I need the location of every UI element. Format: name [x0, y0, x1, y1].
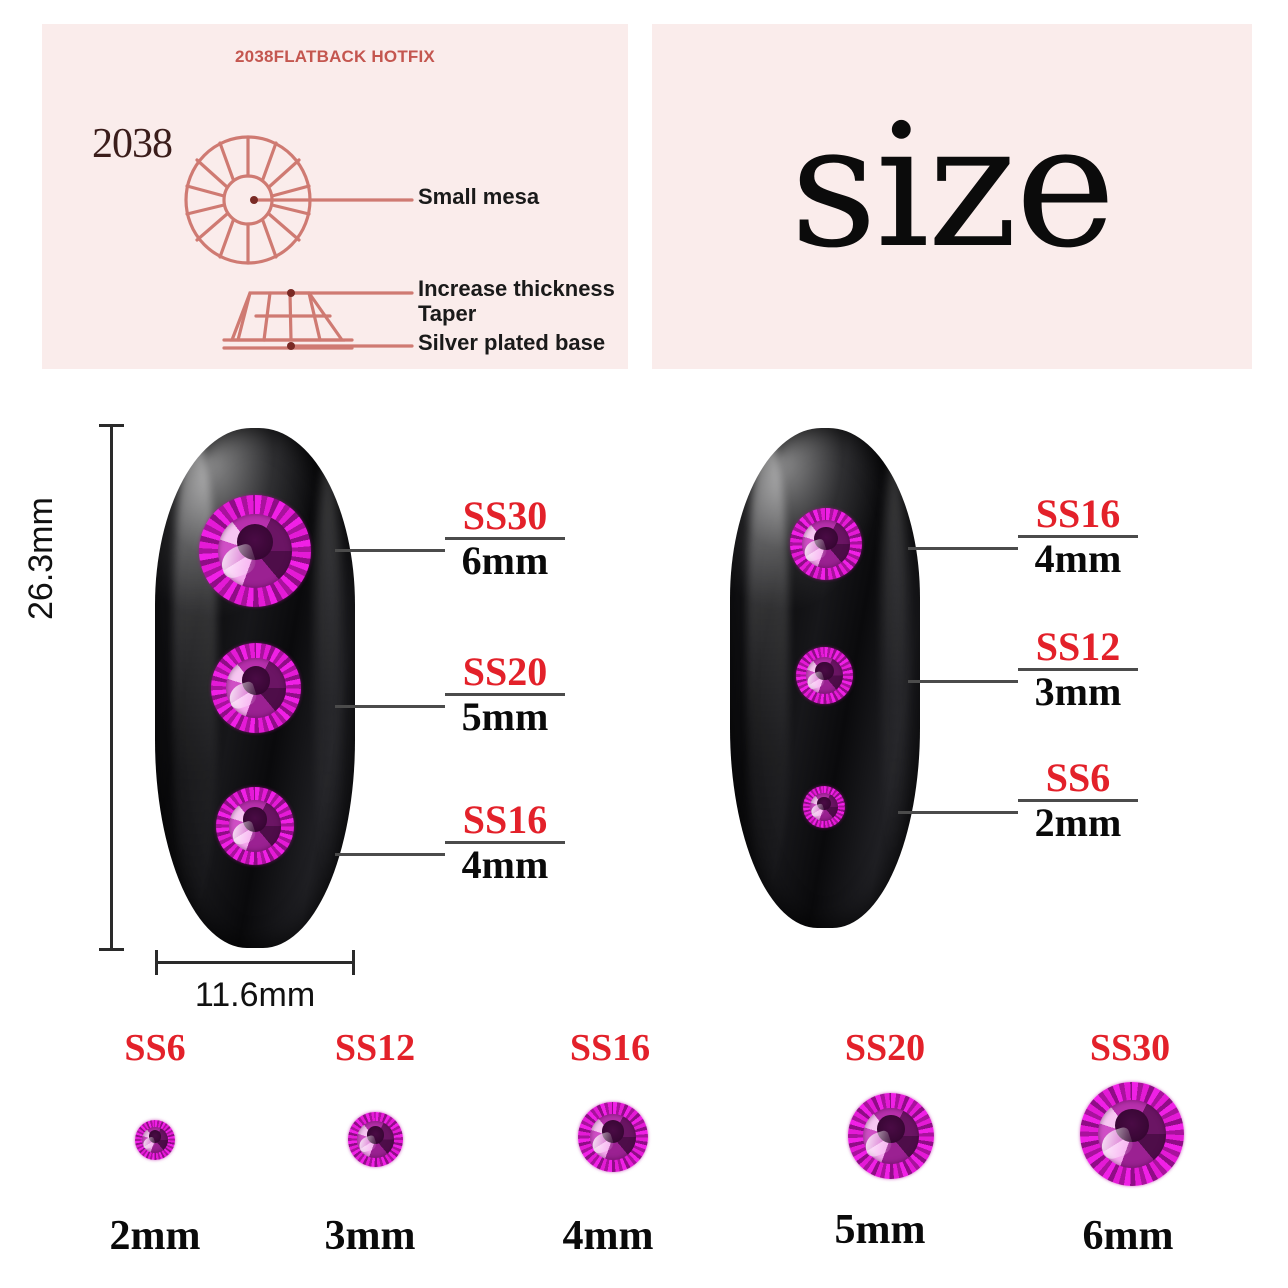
mm-value: 4mm — [1034, 535, 1122, 581]
label-rule — [445, 536, 565, 540]
label-rule — [1018, 667, 1138, 671]
flatback-technical-drawing — [184, 135, 414, 350]
callout-increase-thickness-label: Increase thickness — [418, 276, 615, 301]
page-title: size — [790, 88, 1116, 286]
nail-edge-highlight — [315, 459, 341, 907]
ss-code: SS6 — [1045, 755, 1111, 800]
gallery-stone-2 — [578, 1102, 648, 1172]
stone-left-ss20 — [211, 643, 301, 733]
dimension-line-width — [155, 950, 355, 975]
size-label-right-ss16: SS16 4mm — [1018, 491, 1138, 581]
label-rule — [445, 840, 565, 844]
stone-right-ss6 — [803, 786, 845, 828]
label-rule — [445, 692, 565, 696]
stone-right-ss16 — [790, 508, 862, 580]
leader-line-right-ss16 — [908, 547, 1018, 550]
gallery-mm-label-4: 6mm — [1082, 1213, 1174, 1259]
stone-right-ss12 — [796, 647, 853, 704]
label-rule — [1018, 534, 1138, 538]
stone-left-ss30 — [199, 495, 311, 607]
leader-line-right-ss6 — [898, 811, 1018, 814]
size-label-left-ss20: SS20 5mm — [445, 649, 565, 739]
callout-small-mesa-label: Small mesa — [418, 184, 540, 209]
size-label-right-ss6: SS6 2mm — [1018, 755, 1138, 845]
nail-gloss-highlight — [173, 438, 217, 917]
diagram-title: 2038FLATBACK HOTFIX — [235, 47, 435, 66]
size-label-right-ss12: SS12 3mm — [1018, 624, 1138, 714]
leader-dots — [250, 196, 295, 350]
gallery-ss-label-3: SS20 — [844, 1027, 926, 1069]
mm-value: 6mm — [461, 537, 549, 583]
gallery-stone-1 — [348, 1112, 403, 1167]
label-rule — [1018, 798, 1138, 802]
gallery-ss-label-4: SS30 — [1089, 1027, 1171, 1069]
dimension-line-height — [99, 424, 124, 951]
callout-taper-label: Taper — [418, 301, 477, 326]
size-heading-panel: size — [652, 24, 1252, 369]
mm-value: 2mm — [1034, 799, 1122, 845]
gallery-ss-label-0: SS6 — [124, 1027, 186, 1069]
gallery-mm-label-1: 3mm — [324, 1213, 416, 1259]
mm-value: 5mm — [461, 693, 549, 739]
ss-code: SS20 — [462, 649, 548, 694]
size-label-left-ss30: SS30 6mm — [445, 493, 565, 583]
leader-line-right-ss12 — [908, 680, 1018, 683]
leader-line-left-ss20 — [335, 705, 445, 708]
nail-edge-highlight — [882, 458, 907, 888]
dimension-height-label: 26.3mm — [22, 497, 60, 620]
gallery-stone-3 — [848, 1093, 934, 1179]
gallery-stone-0 — [135, 1120, 175, 1160]
ss-code: SS16 — [462, 797, 548, 842]
ss-code: SS12 — [1035, 624, 1121, 669]
gallery-ss-label-1: SS12 — [334, 1027, 416, 1069]
nail-gloss-highlight — [747, 438, 789, 898]
mm-value: 3mm — [1034, 668, 1122, 714]
mm-value: 4mm — [461, 841, 549, 887]
dimension-width-label: 11.6mm — [194, 976, 316, 1014]
gallery-ss-label-2: SS16 — [569, 1027, 651, 1069]
gallery-stone-4 — [1080, 1082, 1184, 1186]
product-code: 2038 — [92, 121, 173, 167]
stone-left-ss16 — [216, 787, 294, 865]
ss-code: SS16 — [1035, 491, 1121, 536]
leader-line-left-ss30 — [335, 549, 445, 552]
gallery-mm-label-3: 5mm — [834, 1207, 926, 1253]
flatback-diagram-panel: 2038FLATBACK HOTFIX 2038 — [42, 24, 628, 369]
gallery-mm-label-0: 2mm — [109, 1213, 201, 1259]
size-label-left-ss16: SS16 4mm — [445, 797, 565, 887]
gallery-mm-label-2: 4mm — [562, 1213, 654, 1259]
leader-line-left-ss16 — [335, 853, 445, 856]
ss-code: SS30 — [462, 493, 548, 538]
callout-silver-plated-base-label: Silver plated base — [418, 330, 606, 355]
flatback-cross-section — [222, 291, 354, 350]
